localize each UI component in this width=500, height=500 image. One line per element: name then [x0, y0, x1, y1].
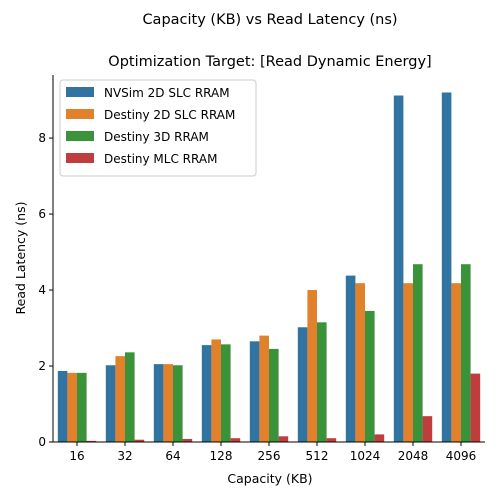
bar-nvsim-2d-slc-rram-64: [153, 364, 164, 442]
y-axis: 0 2 4 6 8: [38, 75, 54, 449]
bar-destiny-mlc-rram-128: [230, 438, 241, 442]
bar-destiny-3d-rram-256: [269, 348, 279, 442]
bars-layer: [57, 92, 481, 443]
bar-destiny-2d-slc-rram-4096: [451, 283, 461, 442]
y-tick-label: 2: [38, 359, 46, 373]
bar-destiny-3d-rram-128: [221, 344, 231, 442]
bar-destiny-2d-slc-rram-16: [67, 372, 77, 442]
x-tick-label: 32: [117, 449, 132, 463]
x-tick-label: 64: [165, 449, 180, 463]
bar-destiny-3d-rram-512: [317, 322, 327, 442]
bar-destiny-mlc-rram-2048: [422, 416, 433, 442]
legend-swatch: [66, 153, 94, 163]
x-tick-label: 16: [69, 449, 84, 463]
bar-nvsim-2d-slc-rram-16: [57, 370, 68, 442]
bar-nvsim-2d-slc-rram-32: [105, 365, 116, 442]
bar-nvsim-2d-slc-rram-2048: [393, 95, 404, 443]
bar-destiny-2d-slc-rram-512: [307, 290, 317, 442]
x-tick-label: 2048: [398, 449, 429, 463]
x-tick-label: 512: [306, 449, 329, 463]
bar-destiny-3d-rram-32: [125, 352, 135, 442]
x-axis: 16 32 64 128 256 512 1024 2048 4096: [53, 441, 485, 463]
y-tick-label: 0: [38, 435, 46, 449]
bar-destiny-mlc-rram-1024: [374, 434, 385, 442]
legend-swatch: [66, 87, 94, 97]
bar-destiny-3d-rram-64: [173, 365, 183, 442]
bar-destiny-mlc-rram-256: [278, 436, 289, 442]
x-tick-label: 256: [258, 449, 281, 463]
bar-nvsim-2d-slc-rram-128: [201, 345, 212, 442]
bar-nvsim-2d-slc-rram-512: [297, 327, 308, 442]
legend: NVSim 2D SLC RRAM Destiny 2D SLC RRAM Dest…: [59, 79, 257, 177]
legend-swatch: [66, 109, 94, 119]
bar-destiny-2d-slc-rram-256: [259, 335, 269, 442]
legend-label: Destiny 2D SLC RRAM: [104, 108, 235, 122]
y-tick-label: 8: [38, 131, 46, 145]
x-tick-label: 128: [210, 449, 233, 463]
bar-destiny-mlc-rram-512: [326, 438, 337, 442]
bar-destiny-3d-rram-16: [77, 372, 87, 442]
bar-destiny-mlc-rram-32: [134, 439, 145, 442]
legend-label: NVSim 2D SLC RRAM: [104, 86, 230, 100]
y-tick-label: 4: [38, 283, 46, 297]
bar-nvsim-2d-slc-rram-256: [249, 341, 260, 442]
x-tick-label: 1024: [350, 449, 381, 463]
bar-nvsim-2d-slc-rram-1024: [345, 275, 356, 442]
legend-label: Destiny MLC RRAM: [104, 152, 217, 166]
bar-destiny-mlc-rram-4096: [470, 373, 481, 442]
bar-destiny-3d-rram-1024: [365, 310, 375, 442]
chart-title: Capacity (KB) vs Read Latency (ns): [142, 12, 397, 28]
bar-destiny-2d-slc-rram-64: [163, 364, 173, 442]
bar-destiny-3d-rram-2048: [413, 264, 423, 442]
bar-nvsim-2d-slc-rram-4096: [441, 92, 452, 442]
bar-destiny-2d-slc-rram-32: [115, 356, 125, 442]
legend-swatch: [66, 131, 94, 141]
bar-destiny-2d-slc-rram-128: [211, 339, 221, 442]
y-axis-label: Read Latency (ns): [13, 202, 28, 315]
y-tick-label: 6: [38, 207, 46, 221]
chart-subtitle: Optimization Target: [Read Dynamic Energ…: [108, 54, 431, 70]
bar-destiny-mlc-rram-16: [86, 440, 97, 442]
bar-destiny-mlc-rram-64: [182, 438, 193, 442]
bar-destiny-2d-slc-rram-2048: [403, 283, 413, 442]
bar-destiny-3d-rram-4096: [461, 264, 471, 442]
bar-destiny-2d-slc-rram-1024: [355, 283, 365, 442]
x-axis-label: Capacity (KB): [227, 471, 312, 486]
legend-frame: [59, 79, 257, 177]
legend-label: Destiny 3D RRAM: [104, 130, 209, 144]
x-tick-label: 4096: [446, 449, 477, 463]
